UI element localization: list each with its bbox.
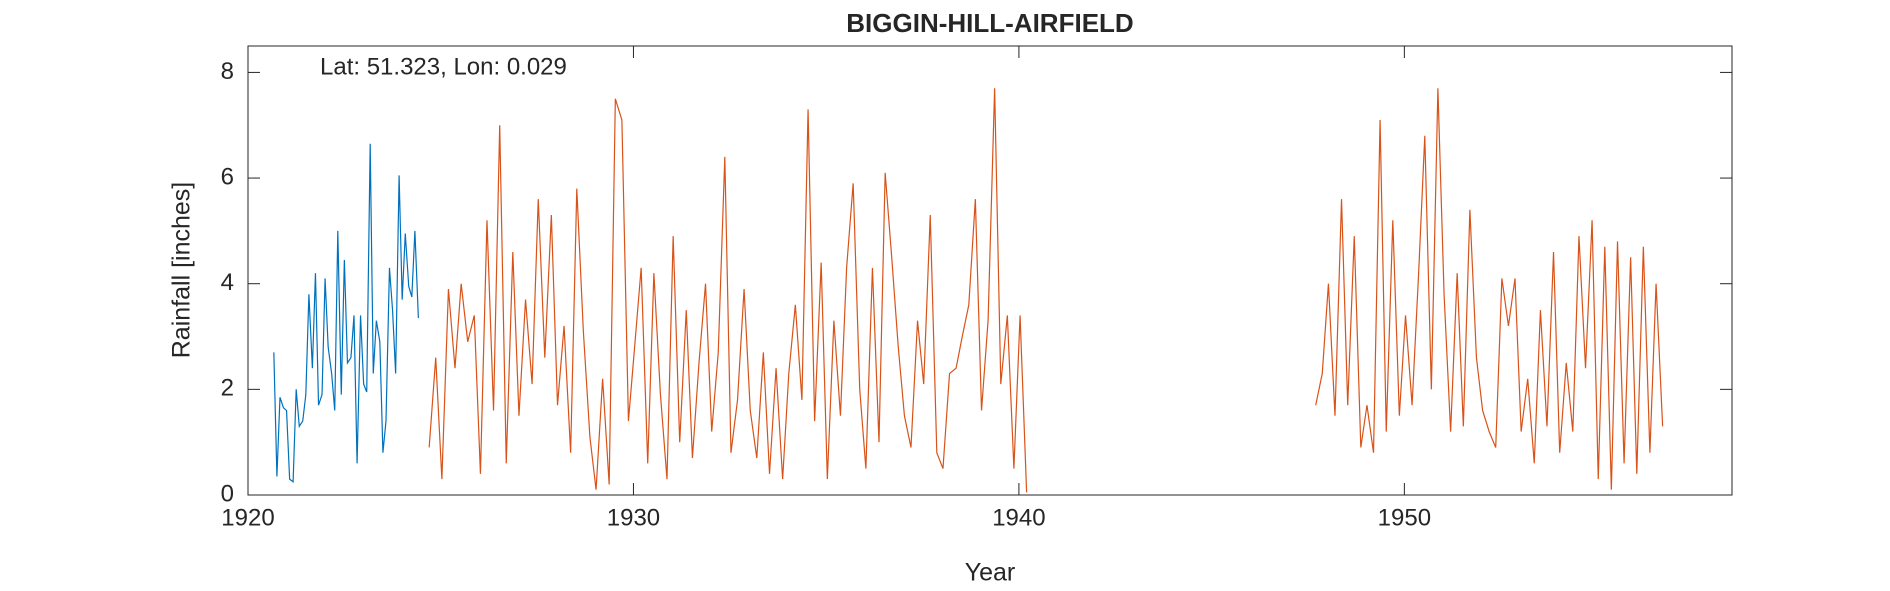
y-tick-label: 2 (221, 375, 234, 402)
chart-title: BIGGIN-HILL-AIRFIELD (846, 8, 1133, 38)
y-tick-label: 6 (221, 163, 234, 190)
y-tick-label: 0 (221, 480, 234, 507)
plot-box (247, 45, 1733, 496)
y-tick-label: 8 (221, 58, 234, 85)
y-tick-label: 4 (221, 269, 234, 296)
y-axis-label: Rainfall [inches] (168, 182, 196, 358)
annotation: Lat: 51.323, Lon: 0.029 (320, 53, 567, 80)
x-tick-label: 1930 (607, 504, 660, 531)
line-series (428, 88, 1664, 493)
x-tick-label: 1940 (992, 504, 1045, 531)
line-series (273, 143, 419, 483)
x-axis-label: Year (965, 559, 1016, 587)
x-tick-label: 1950 (1378, 504, 1431, 531)
x-tick-label: 1920 (221, 504, 274, 531)
